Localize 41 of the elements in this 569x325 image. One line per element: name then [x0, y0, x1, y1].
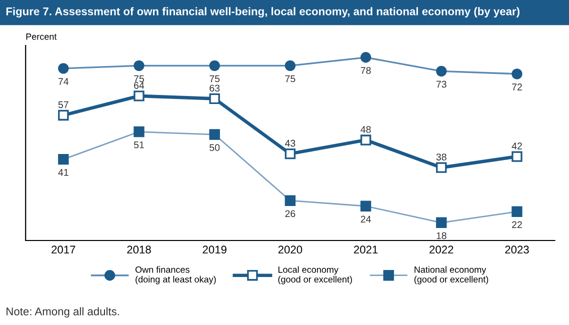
data-label: 75 [134, 75, 144, 82]
point [360, 134, 372, 146]
data-label: 48 [360, 126, 371, 133]
point [58, 110, 69, 121]
data-label: 18 [436, 232, 446, 240]
point [512, 151, 522, 162]
x-tick-label: 2017 [52, 246, 76, 254]
data-label: 43 [285, 140, 296, 147]
x-tick-label: 2023 [505, 246, 529, 254]
x-tick-label: 2021 [354, 246, 378, 254]
x-tick-label: 2019 [202, 246, 226, 254]
x-tick-label: 2022 [430, 246, 454, 254]
data-label: 42 [512, 142, 522, 150]
legend-label: Own finances (doing at least okay) [135, 266, 216, 284]
data-label: 75 [285, 75, 296, 82]
legend-label: Local economy (good or excellent) [278, 266, 352, 284]
x-tick-label: 2020 [278, 246, 302, 254]
text: Note: Among all adults. [6, 307, 119, 318]
y-axis-title: Percent [26, 34, 57, 40]
data-label: 63 [210, 84, 220, 92]
point [284, 148, 296, 160]
data-label: 26 [285, 210, 296, 218]
data-label: 22 [512, 221, 522, 228]
data-label: 57 [58, 101, 68, 108]
data-label: 64 [134, 82, 144, 89]
x-tick-label: 2018 [127, 246, 151, 254]
chart-title: Figure 7. Assessment of own financial well-being, local economy, and national economy (by year) [6, 7, 520, 18]
legend-label: National economy (good or excellent) [414, 266, 488, 284]
data-label: 72 [512, 84, 522, 90]
point [436, 162, 447, 173]
point [134, 90, 144, 102]
point [209, 93, 220, 104]
data-label: 78 [360, 67, 371, 74]
data-label: 24 [360, 216, 371, 223]
data-label: 74 [58, 78, 69, 85]
data-label: 38 [436, 154, 446, 160]
data-label: 73 [436, 80, 446, 88]
data-label: 75 [210, 75, 220, 82]
data-label: 51 [134, 141, 144, 148]
data-label: 41 [58, 169, 68, 176]
data-label: 50 [210, 144, 220, 152]
